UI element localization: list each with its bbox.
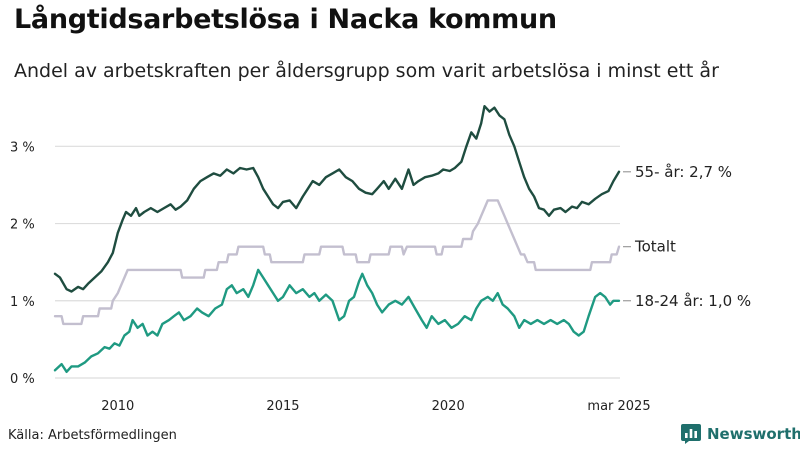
y-tick-label: 1 % xyxy=(10,295,35,310)
series-end-label: 55- år: 2,7 % xyxy=(635,163,732,181)
grid-layer xyxy=(55,145,620,379)
series-end-label: 18-24 år: 1,0 % xyxy=(635,292,751,310)
page-title: Långtidsarbetslösa i Nacka kommun xyxy=(14,4,557,35)
x-tick-label: 2010 xyxy=(101,399,134,414)
series-end-label: Totalt xyxy=(634,238,676,256)
end-labels: 55- år: 2,7 % Totalt 18-24 år: 1,0 % xyxy=(623,163,751,310)
y-axis: 0 % 1 % 2 % 3 % xyxy=(10,140,35,387)
x-tick-label: mar 2025 xyxy=(587,399,650,414)
x-tick-label: 2020 xyxy=(432,399,465,414)
page-subtitle: Andel av arbetskraften per åldersgrupp s… xyxy=(14,60,719,82)
line-chart: 0 % 1 % 2 % 3 % 2010 2015 2020 mar 2025 55- år… xyxy=(10,105,751,414)
brand-name: Newsworthy xyxy=(707,425,800,443)
series-line-0 xyxy=(53,105,621,293)
series-line-1 xyxy=(53,199,621,326)
source-note: Källa: Arbetsförmedlingen xyxy=(8,428,177,443)
series-line-2 xyxy=(53,268,621,373)
bar-chart-icon xyxy=(681,424,701,444)
y-tick-label: 0 % xyxy=(10,372,35,387)
y-tick-label: 3 % xyxy=(10,140,35,155)
x-tick-label: 2015 xyxy=(266,399,299,414)
series-layer xyxy=(53,105,621,373)
x-axis: 2010 2015 2020 mar 2025 xyxy=(101,399,650,414)
brand-logo: Newsworthy xyxy=(681,424,800,444)
y-tick-label: 2 % xyxy=(10,218,35,233)
